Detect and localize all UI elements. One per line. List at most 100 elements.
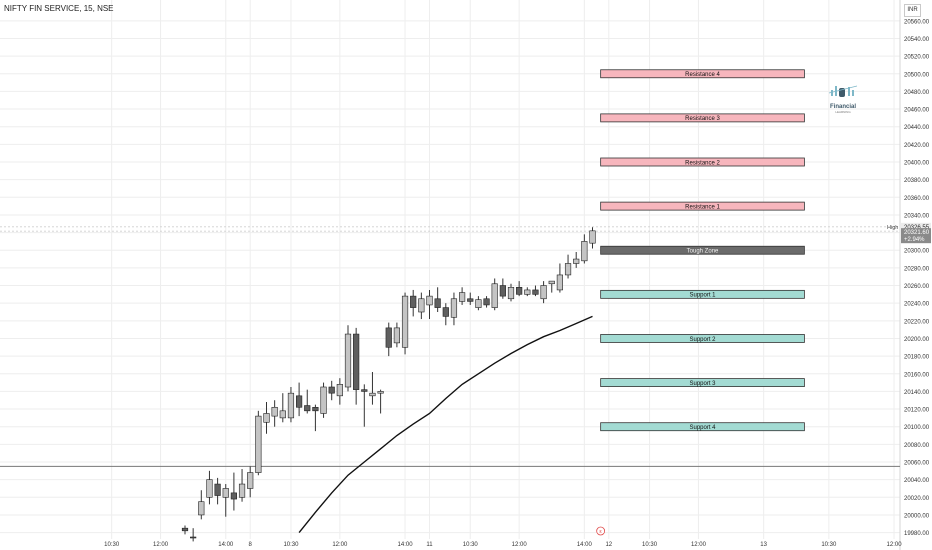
- y-tick-label: 20180.00: [904, 355, 930, 361]
- event-marker-glyph: ε: [599, 529, 602, 535]
- price-axis[interactable]: 19980.00 20000.00 20020.00 20040.00 20060.00…: [904, 19, 930, 537]
- candle-body: [263, 413, 270, 423]
- candle-body: [475, 299, 482, 308]
- level-label-support-4: Support 4: [690, 425, 717, 431]
- candle-body: [418, 298, 425, 313]
- y-tick-label: 20160.00: [904, 372, 930, 378]
- candle-body: [401, 295, 409, 348]
- x-tick-label: 14:00: [398, 542, 414, 548]
- horizontal-lines: [0, 226, 900, 467]
- candle-body: [344, 333, 352, 388]
- y-tick-label: 20360.00: [904, 196, 930, 202]
- x-tick-label: 12:00: [153, 542, 169, 548]
- x-tick-label: 14:00: [577, 542, 593, 548]
- candle-body: [564, 263, 572, 276]
- y-tick-label: 20100.00: [904, 425, 930, 431]
- y-tick-label: 20420.00: [904, 143, 930, 149]
- level-box-support-1[interactable]: [600, 289, 805, 299]
- y-tick-label: 20140.00: [904, 390, 930, 396]
- x-tick-label: 10:30: [463, 542, 479, 548]
- candle-body: [410, 295, 417, 308]
- candle-body: [328, 386, 335, 394]
- candle-body: [516, 286, 523, 295]
- level-box-resistance-1[interactable]: [600, 201, 805, 211]
- x-tick-label: 10:30: [642, 542, 658, 548]
- event-marker-icon[interactable]: ε: [596, 526, 606, 536]
- chart-grid: [0, 0, 900, 539]
- candle-body: [304, 405, 311, 412]
- logo-name: Financial: [829, 104, 856, 110]
- candle-body: [214, 483, 221, 496]
- x-tick-label: 12:00: [691, 542, 707, 548]
- level-label-tough-zone: Tough Zone: [687, 249, 719, 255]
- level-label-resistance-2: Resistance 2: [685, 160, 720, 166]
- level-box-resistance-3[interactable]: [600, 113, 805, 123]
- logo-chart-icon: [828, 85, 858, 97]
- candle-body: [524, 289, 531, 295]
- y-tick-label: 20080.00: [904, 443, 930, 449]
- y-tick-label: 20060.00: [904, 461, 930, 467]
- y-tick-label: 20220.00: [904, 319, 930, 325]
- candle-body: [271, 406, 278, 417]
- symbol-title[interactable]: NIFTY FIN SERVICE, 15, NSE: [4, 4, 114, 13]
- y-tick-label: 20380.00: [904, 178, 930, 184]
- level-box-support-4[interactable]: [600, 422, 805, 432]
- candle-body: [507, 286, 515, 300]
- time-axis[interactable]: 10:30 12:00 14:00 8 10:30 12:00 14:00 11 10:30 12…: [104, 542, 902, 548]
- candle-body: [361, 389, 368, 392]
- x-tick-label: 8: [249, 542, 253, 548]
- candle-body: [377, 391, 384, 394]
- y-tick-label: 20540.00: [904, 37, 930, 43]
- candle-body: [190, 536, 197, 539]
- moving-average-line: [298, 315, 593, 534]
- logo-subtitle: LEARNING: [835, 110, 851, 114]
- candle-body: [312, 406, 319, 412]
- last-price-change: +2.94%: [904, 237, 925, 243]
- x-tick-label: 10:30: [821, 542, 837, 548]
- candle-body: [540, 285, 547, 300]
- candle-body: [426, 295, 433, 306]
- level-box-resistance-4[interactable]: [600, 69, 805, 79]
- x-tick-label: 12:00: [512, 542, 528, 548]
- y-tick-label: 20040.00: [904, 478, 930, 484]
- level-box-support-2[interactable]: [600, 334, 805, 343]
- y-tick-label: 20240.00: [904, 302, 930, 308]
- level-box-tough-zone[interactable]: [600, 245, 805, 255]
- level-label-support-3: Support 3: [690, 381, 717, 387]
- candle-body: [548, 280, 555, 285]
- x-tick-label: 12:00: [887, 542, 903, 548]
- x-tick-label: 13: [760, 542, 767, 548]
- candle-body: [230, 492, 238, 500]
- level-box-support-3[interactable]: [600, 378, 805, 387]
- candle-body: [247, 472, 254, 489]
- y-tick-label: 20500.00: [904, 72, 930, 78]
- x-tick-label: 10:30: [104, 542, 120, 548]
- candle-body: [385, 327, 392, 348]
- candle-body: [458, 292, 466, 302]
- y-tick-label: 20520.00: [904, 55, 930, 61]
- candle-body: [483, 298, 490, 306]
- price-tags: High 20326.55 20321.60 +2.94%: [887, 222, 931, 244]
- level-box-resistance-2[interactable]: [600, 157, 805, 167]
- y-tick-label: 20260.00: [904, 284, 930, 290]
- candle-body: [198, 501, 205, 516]
- candle-body: [353, 333, 360, 390]
- x-tick-label: 11: [426, 542, 433, 548]
- candle-body: [255, 415, 262, 473]
- currency-selector[interactable]: INR: [904, 4, 921, 17]
- candle-body: [434, 298, 441, 308]
- candle-body: [287, 392, 295, 419]
- x-tick-label: 10:30: [283, 542, 299, 548]
- support-resistance-levels[interactable]: Resistance 4 Resistance 3 Resistance 2 Resi…: [600, 69, 805, 432]
- x-tick-label: 14:00: [218, 542, 234, 548]
- y-tick-label: 20400.00: [904, 161, 930, 167]
- last-price-value: 20321.60: [904, 230, 930, 236]
- candle-body: [295, 395, 303, 408]
- x-tick-label: 12:00: [332, 542, 348, 548]
- candle-body: [279, 410, 286, 419]
- candle-body: [336, 384, 343, 397]
- candle-body: [532, 289, 539, 295]
- y-tick-label: 20020.00: [904, 496, 930, 502]
- high-price-value: 20326.55: [904, 225, 930, 231]
